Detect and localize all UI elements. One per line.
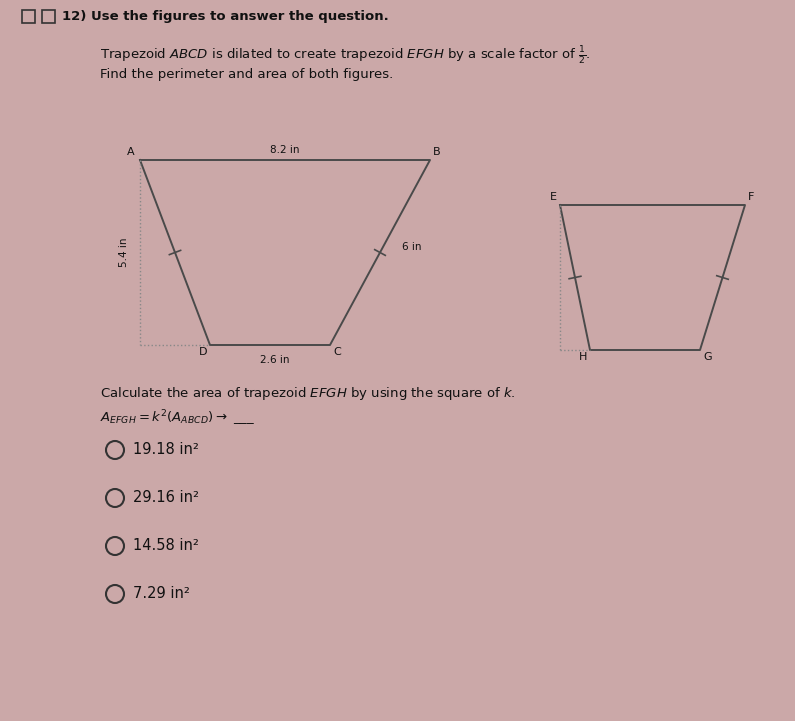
- Text: Calculate the area of trapezoid $\mathit{EFGH}$ by using the square of $k$.: Calculate the area of trapezoid $\mathit…: [100, 385, 516, 402]
- Text: D: D: [199, 347, 207, 357]
- Text: A: A: [127, 147, 135, 157]
- Text: 19.18 in²: 19.18 in²: [133, 443, 199, 458]
- Text: 2.6 in: 2.6 in: [260, 355, 289, 365]
- Bar: [22, 10, 35, 23]
- Text: H: H: [579, 352, 587, 362]
- Text: Find the perimeter and area of both figures.: Find the perimeter and area of both figu…: [100, 68, 394, 81]
- Text: B: B: [433, 147, 440, 157]
- Text: 6 in: 6 in: [402, 242, 421, 252]
- Text: 29.16 in²: 29.16 in²: [133, 490, 199, 505]
- Text: 7.29 in²: 7.29 in²: [133, 586, 190, 601]
- Text: Trapezoid $\mathit{ABCD}$ is dilated to create trapezoid $\mathit{EFGH}$ by a sc: Trapezoid $\mathit{ABCD}$ is dilated to …: [100, 45, 591, 67]
- Text: G: G: [703, 352, 712, 362]
- Text: 5.4 in: 5.4 in: [119, 238, 129, 267]
- Text: $A_{EFGH} = k^2(A_{ABCD}) \rightarrow$ ___: $A_{EFGH} = k^2(A_{ABCD}) \rightarrow$ _…: [100, 408, 255, 428]
- Text: C: C: [333, 347, 341, 357]
- Bar: [42, 10, 55, 23]
- Text: 12) Use the figures to answer the question.: 12) Use the figures to answer the questi…: [62, 10, 389, 23]
- Text: 8.2 in: 8.2 in: [270, 145, 300, 155]
- Text: 14.58 in²: 14.58 in²: [133, 539, 199, 554]
- Text: F: F: [748, 192, 754, 202]
- Text: E: E: [550, 192, 557, 202]
